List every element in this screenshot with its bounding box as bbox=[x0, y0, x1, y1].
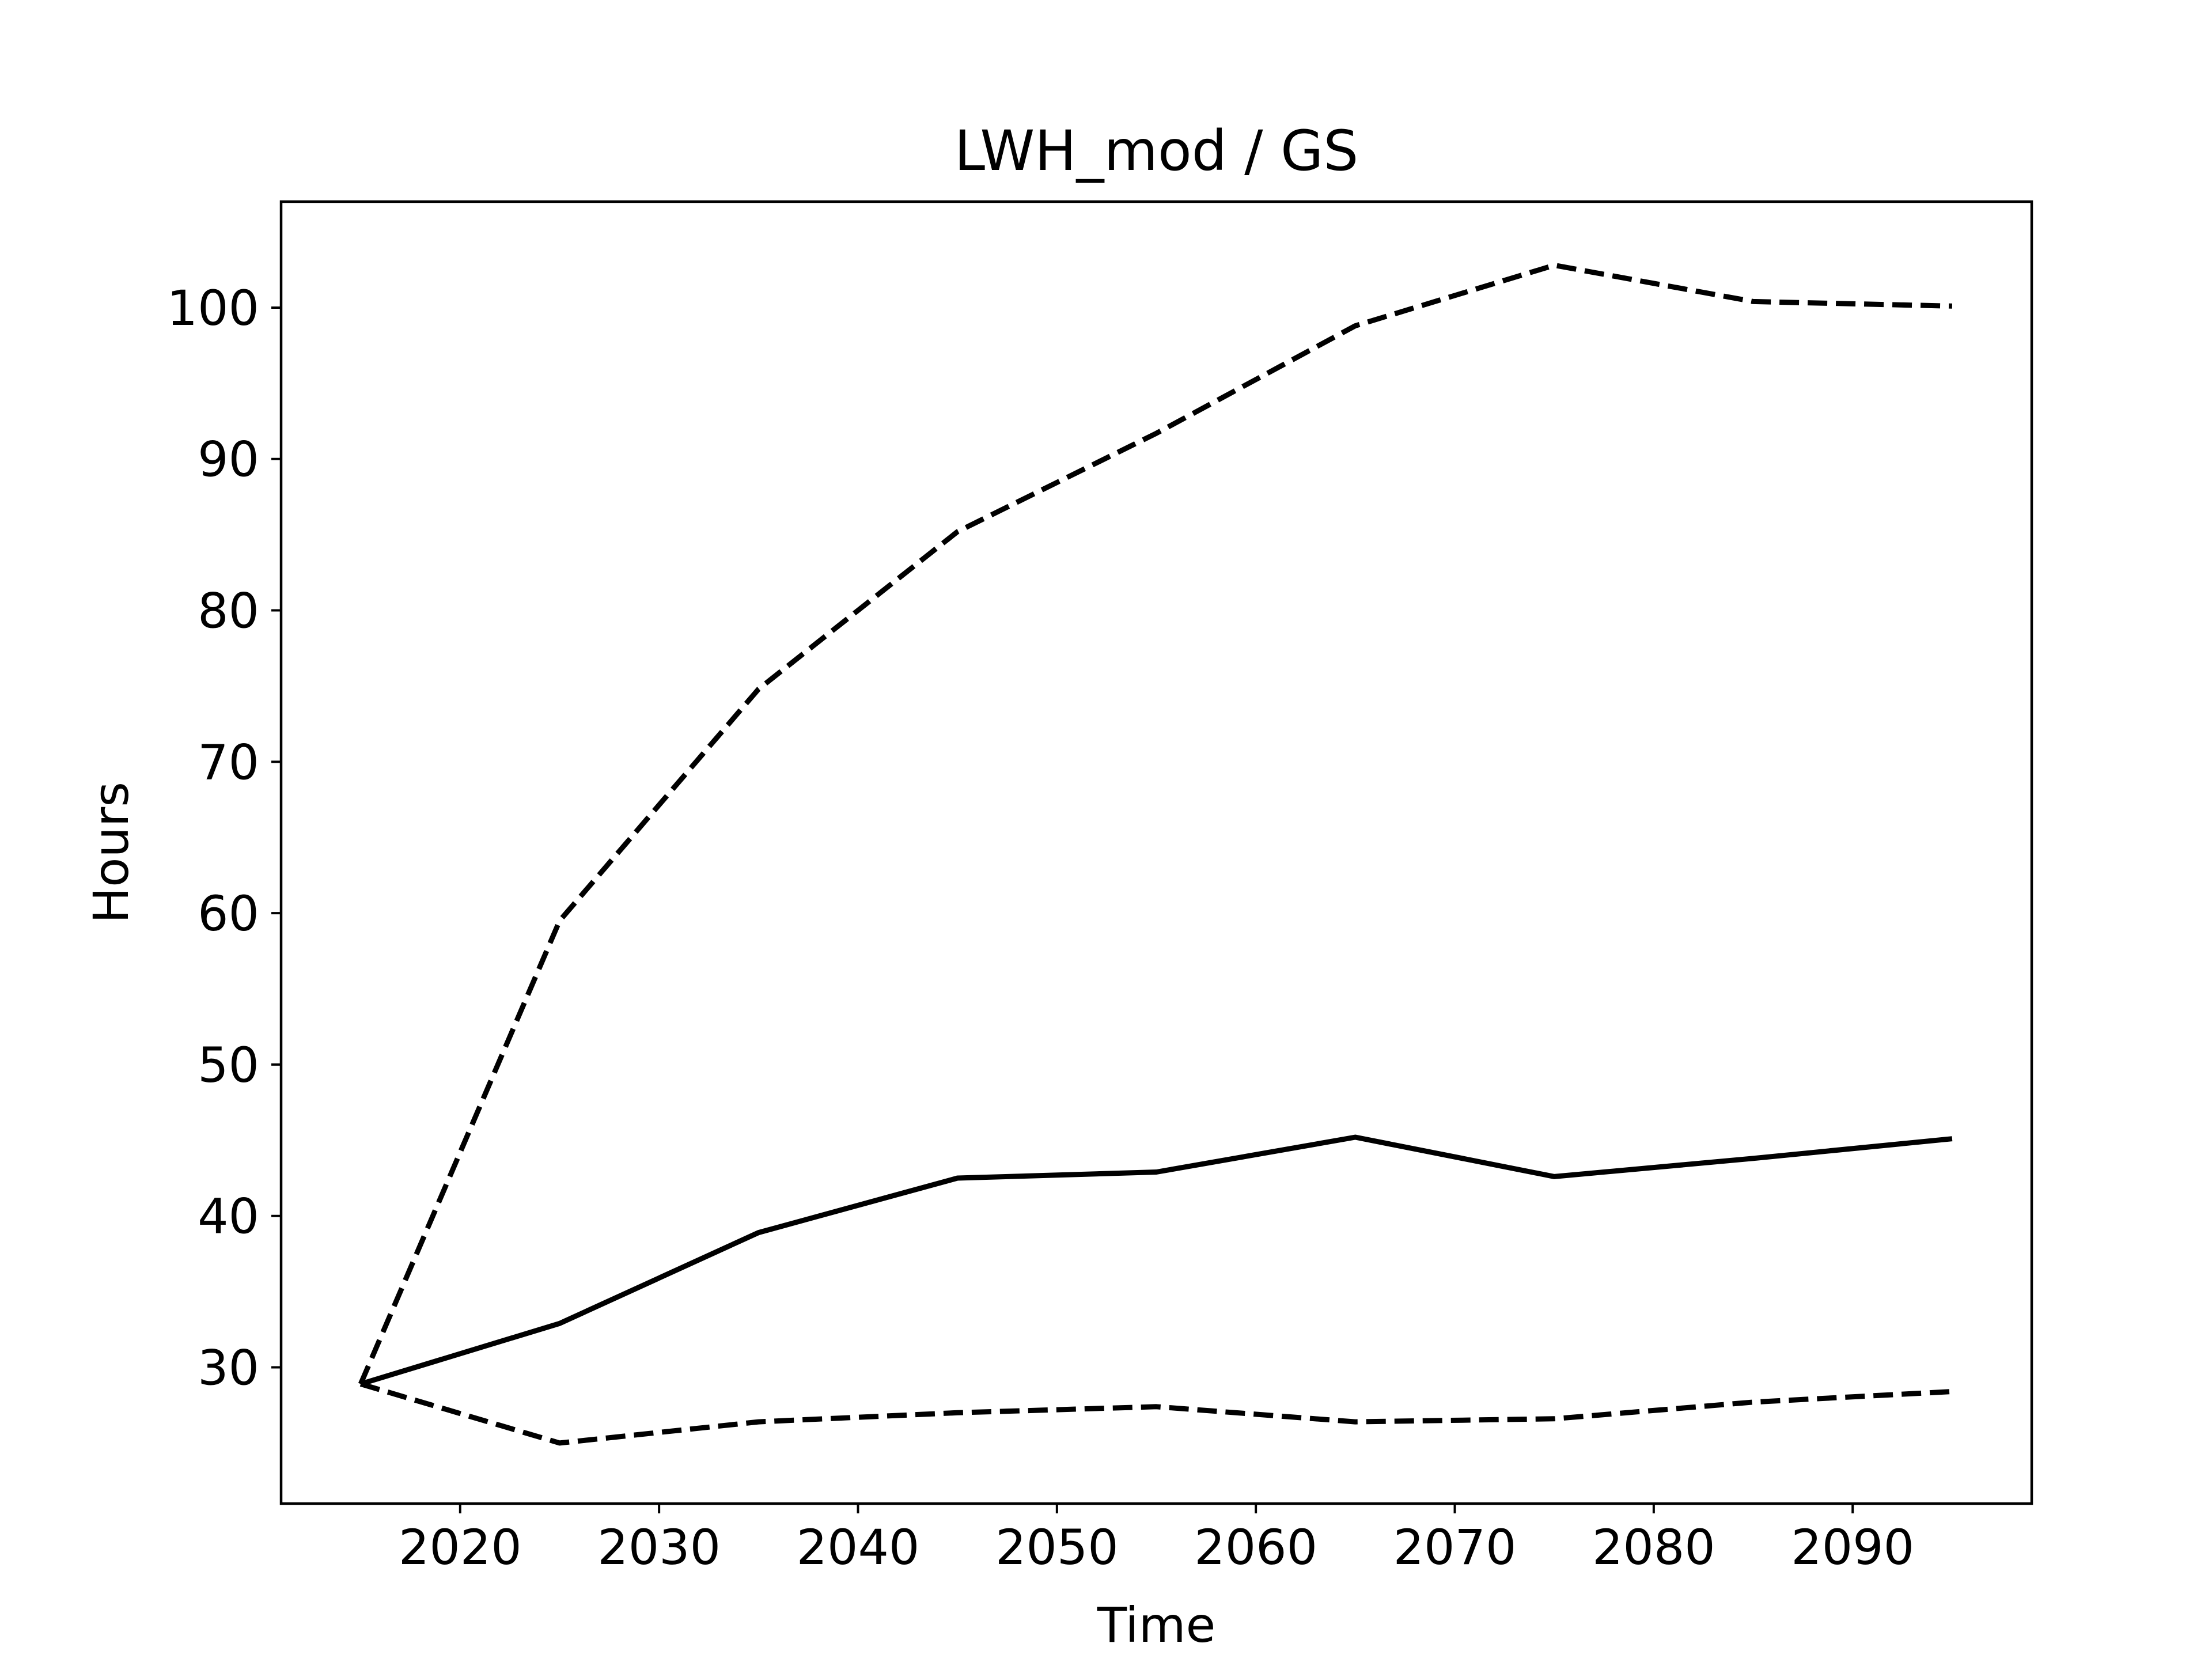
y-tick-label: 40 bbox=[198, 1188, 259, 1245]
x-tick-label: 2090 bbox=[1791, 1519, 1914, 1576]
chart-title: LWH_mod / GS bbox=[955, 119, 1359, 183]
series-line-2 bbox=[358, 262, 1953, 1385]
y-axis-ticks: 30 40 50 60 70 80 90 100 bbox=[167, 280, 281, 1396]
y-tick-label: 80 bbox=[198, 583, 259, 639]
x-tick-label: 2060 bbox=[1194, 1519, 1317, 1576]
x-tick-label: 2020 bbox=[399, 1519, 522, 1576]
y-tick-label: 60 bbox=[198, 885, 259, 942]
x-axis-ticks: 2020 2030 2040 2050 2060 2070 2080 2090 bbox=[399, 1504, 1914, 1576]
y-tick-label: 90 bbox=[198, 431, 259, 488]
series-line-3 bbox=[359, 1381, 1953, 1446]
x-tick-label: 2040 bbox=[797, 1519, 920, 1576]
x-tick-label: 2050 bbox=[995, 1519, 1119, 1576]
y-tick-label: 30 bbox=[198, 1339, 259, 1396]
x-tick-label: 2030 bbox=[597, 1519, 721, 1576]
x-tick-label: 2080 bbox=[1592, 1519, 1715, 1576]
y-tick-label: 100 bbox=[167, 280, 259, 336]
x-tick-label: 2070 bbox=[1393, 1519, 1517, 1576]
y-axis-label: Hours bbox=[83, 782, 139, 923]
x-axis-label: Time bbox=[1097, 1597, 1216, 1653]
series-lines bbox=[358, 262, 1953, 1446]
y-tick-label: 70 bbox=[198, 734, 259, 790]
y-tick-label: 50 bbox=[198, 1037, 259, 1093]
series-line-1 bbox=[359, 1134, 1953, 1387]
plot-area-frame bbox=[279, 200, 2033, 1505]
